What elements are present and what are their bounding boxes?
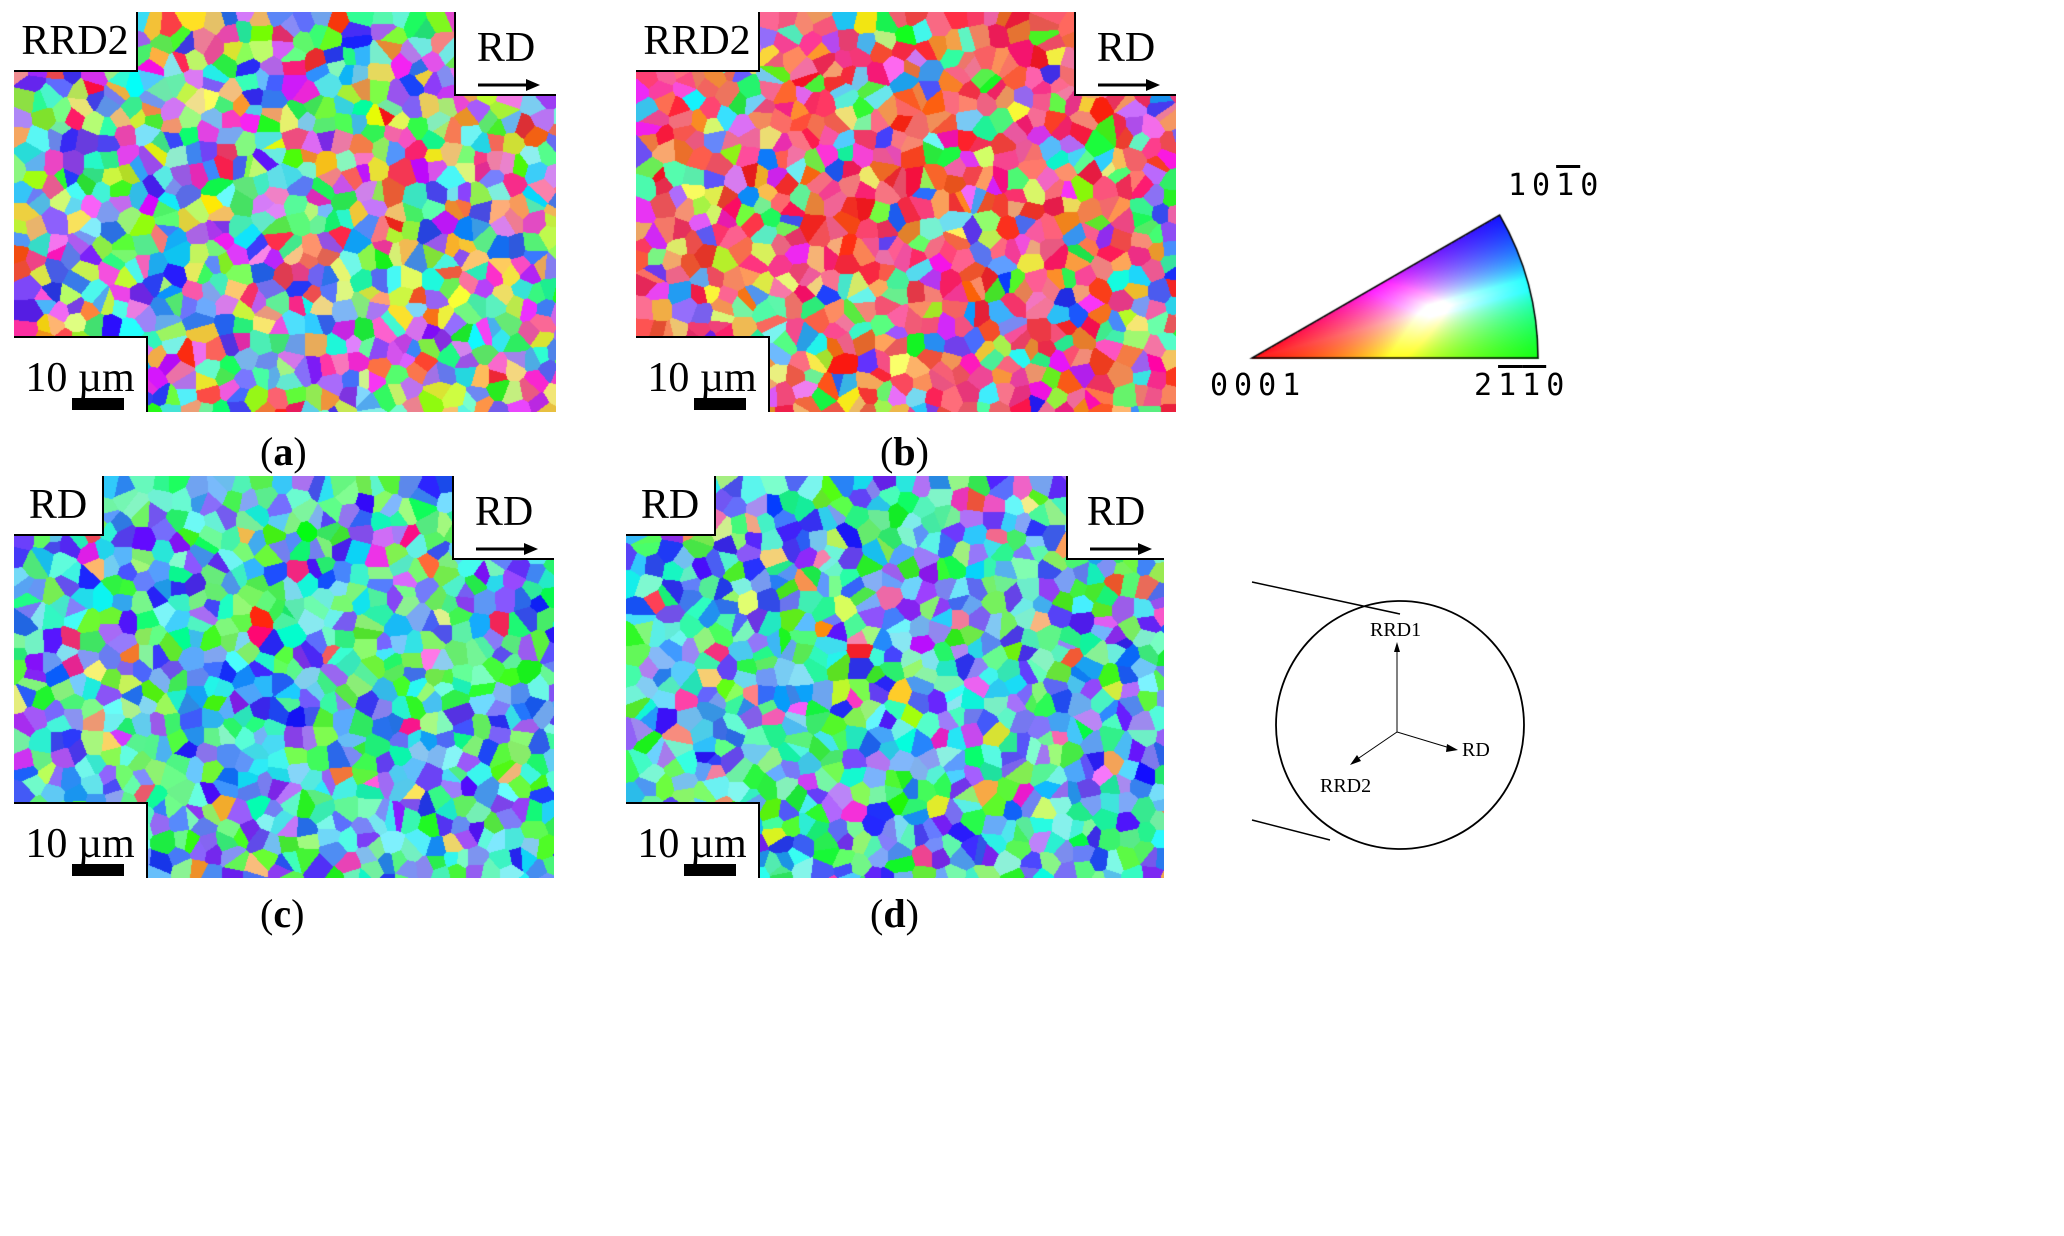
ipf-right-last: 0 [1546,368,1571,403]
scale-bar-c [72,864,124,876]
section-label-a: RRD2 [14,12,138,72]
ebsd-map-c: RD RD 10 µm [14,476,554,878]
section-label-c: RD [14,476,104,536]
direction-label-c: RD [474,489,534,535]
ipf-label-left: 0001 [1210,368,1307,403]
ipf-label-right: 2110 [1474,368,1570,403]
ipf-right-first: 2 [1474,368,1499,403]
axis-label-rd: RD [1462,739,1490,761]
scale-label-a: 10 µm [25,355,135,401]
ebsd-map-b: RRD2 RD 10 µm [636,12,1176,412]
ipf-top-digits: 10 [1508,168,1557,203]
caption-b: (b) [880,429,929,474]
scale-bar-d [684,864,736,876]
scale-bar-a [72,398,124,410]
scale-bar-b [694,398,746,410]
direction-box-d: RD [1066,476,1164,560]
arrow-right-icon [1090,543,1152,555]
caption-letter-b: b [893,429,916,474]
arrow-right-icon [1098,79,1160,91]
arrow-right-icon [476,543,538,555]
scale-bar-box-c: 10 µm [14,802,148,878]
caption-c: (c) [260,891,305,936]
cylinder-top-edge [1251,581,1401,615]
ipf-color-triangle [1248,210,1548,370]
direction-box-b: RD [1074,12,1176,96]
ebsd-map-d: RD RD 10 µm [626,476,1164,878]
arrow-right-icon [478,79,540,91]
ipf-right-bar1: 1 [1498,368,1523,403]
axis-label-rrd1: RRD1 [1370,619,1421,641]
caption-a: (a) [260,429,307,474]
direction-label-d: RD [1086,489,1146,535]
ipf-top-bar: 1 [1556,168,1581,203]
direction-box-a: RD [454,12,556,96]
arrow-right-icon [1446,744,1458,752]
scale-label-d: 10 µm [637,821,747,867]
ipf-top-last: 0 [1580,168,1605,203]
ebsd-map-a: RRD2 RD 10 µm [14,12,556,412]
scale-bar-box-b: 10 µm [636,336,770,412]
sample-axes-diagram: RRD1 RD RRD2 [1251,581,1525,850]
direction-box-c: RD [452,476,554,560]
direction-label-a: RD [476,25,536,71]
scale-label-b: 10 µm [647,355,757,401]
rd-axis [1396,731,1451,749]
arrow-diag-icon [1350,755,1361,765]
scale-bar-box-d: 10 µm [626,802,760,878]
caption-letter-a: a [273,429,294,474]
cross-section-circle [1275,600,1525,850]
caption-letter-d: d [883,891,906,936]
axis-label-rrd2: RRD2 [1320,775,1371,797]
caption-d: (d) [870,891,919,936]
caption-letter-c: c [273,891,292,936]
direction-label-b: RD [1096,25,1156,71]
ipf-right-bar2: 1 [1522,368,1547,403]
section-label-b: RRD2 [636,12,760,72]
section-label-d: RD [626,476,716,536]
arrow-up-icon [1394,642,1400,652]
ipf-label-top: 1010 [1508,168,1604,203]
cylinder-bottom-edge [1251,819,1331,841]
scale-label-c: 10 µm [25,821,135,867]
rrd2-axis [1355,731,1398,761]
scale-bar-box-a: 10 µm [14,336,148,412]
